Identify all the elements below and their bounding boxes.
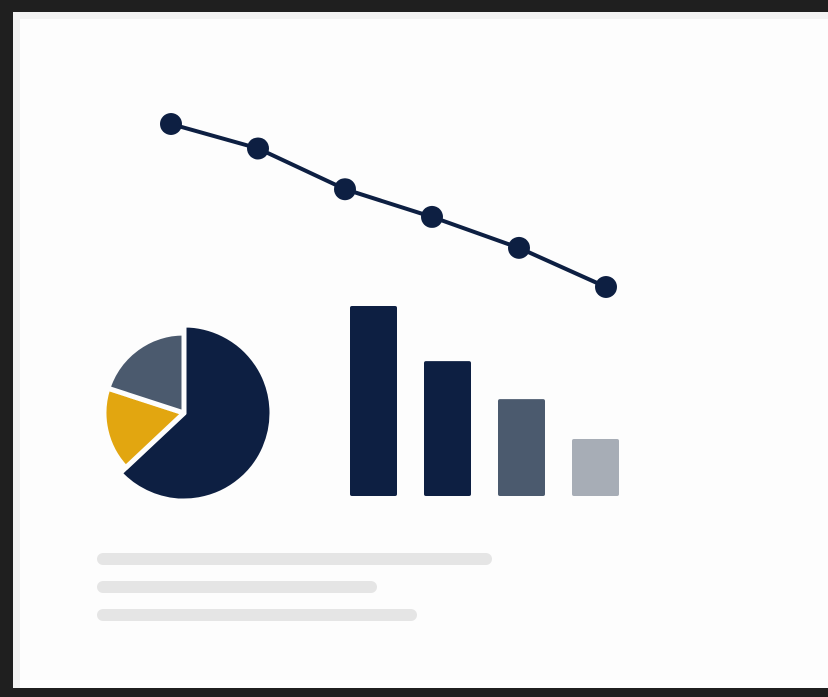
monitor-bezel-top [0,0,828,12]
monitor-bezel-left [0,0,13,697]
screen-inner-edge [13,12,828,688]
line-chart [160,113,617,298]
monitor-bezel-bottom [0,688,828,697]
bar-3 [498,399,545,496]
bar-chart [350,306,619,496]
pie-chart [101,322,275,504]
text-placeholder-line-2 [97,581,377,593]
line-point-2 [247,137,269,160]
text-placeholder-line-3 [97,609,417,621]
bar-4 [572,439,619,496]
line-point-4 [421,205,443,228]
line-point-1 [160,113,182,135]
line-point-5 [508,236,530,259]
pie-slice-1 [117,322,275,504]
bar-1 [350,306,397,496]
bar-2 [424,361,471,496]
line-point-3 [334,178,356,201]
line-series [169,122,608,289]
line-point-6 [595,276,617,298]
pie-slice-3 [105,330,187,416]
text-placeholder-line-1 [97,553,492,565]
